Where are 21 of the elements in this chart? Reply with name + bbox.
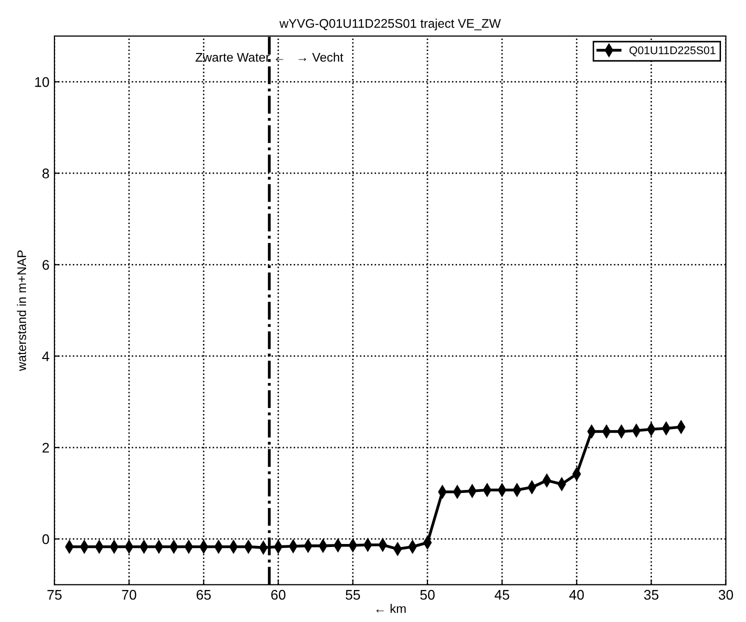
x-tick-label: 55 [346, 590, 360, 600]
x-tick-label: 35 [644, 590, 658, 600]
x-tick-label: 30 [718, 590, 734, 600]
x-tick-label: 45 [494, 590, 510, 600]
y-tick-label: 2 [42, 442, 49, 453]
y-tick-label: 0 [42, 534, 50, 544]
y-tick-label: 4 [42, 352, 50, 362]
y-tick-label: 10 [35, 77, 50, 87]
legend-label: Q01U11D225S01 [629, 46, 716, 56]
x-tick-label: 50 [420, 590, 435, 600]
x-tick-label: 65 [196, 590, 211, 600]
y-tick-label: 6 [42, 260, 49, 270]
x-tick-label: 40 [569, 590, 584, 600]
ref-line-label: Zwarte Water ← → Vecht [196, 52, 344, 62]
chart-title: wYVG-Q01U11D225S01 traject VE_ZW [279, 18, 501, 30]
x-tick-label: 60 [271, 590, 286, 600]
x-tick-label: 75 [47, 590, 62, 600]
y-tick-label: 8 [42, 168, 49, 178]
y-axis-title: waterstand in m+NAP [16, 250, 26, 372]
x-tick-label: 70 [122, 590, 136, 600]
x-axis-title: ← km [376, 604, 406, 613]
